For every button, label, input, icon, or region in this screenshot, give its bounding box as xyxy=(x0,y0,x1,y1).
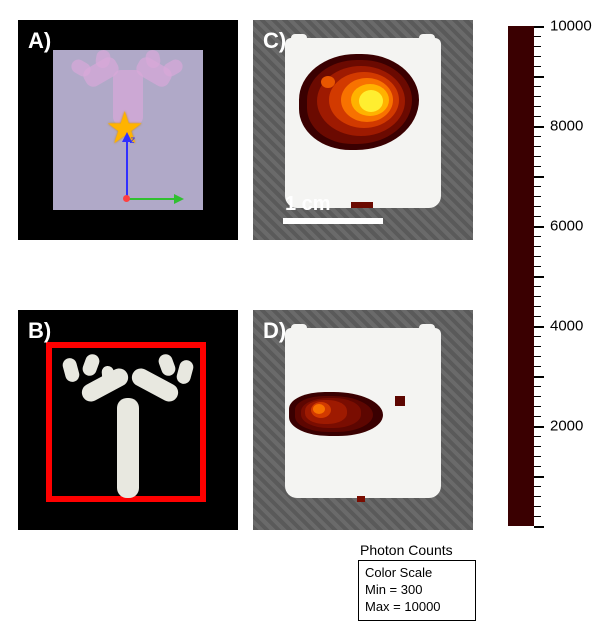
colorbar-tick xyxy=(534,86,541,87)
colorbar-tick xyxy=(534,166,541,167)
z-axis-arrow xyxy=(126,140,128,200)
colorbar-tick xyxy=(534,36,541,37)
colorbar-tick xyxy=(534,116,541,117)
colorbar-tick xyxy=(534,316,541,317)
colorbar-tick xyxy=(534,516,541,517)
panel-c-heat-7 xyxy=(359,90,383,112)
colorbar-tick xyxy=(534,416,541,417)
colorbar-tick xyxy=(534,446,541,447)
colorbar-tick xyxy=(534,66,541,67)
colorbar-tick xyxy=(534,366,541,367)
panel-d: D) xyxy=(253,310,473,530)
scalebar-label: 1 cm xyxy=(285,193,331,216)
colorbar-tick xyxy=(534,146,541,147)
legend-line1: Color Scale xyxy=(365,565,469,582)
colorbar-tick xyxy=(534,346,541,347)
legend-title: Photon Counts xyxy=(360,542,453,558)
vessel-trunk xyxy=(117,398,139,498)
colorbar-tick xyxy=(534,306,541,307)
colorbar-tick xyxy=(534,376,544,378)
colorbar-tick xyxy=(534,356,541,357)
colorbar-tick xyxy=(534,186,541,187)
colorbar-tick xyxy=(534,386,541,387)
colorbar-tick xyxy=(534,136,541,137)
colorbar-tick xyxy=(534,466,541,467)
colorbar-tick-label: 6000 xyxy=(550,218,583,235)
colorbar-tick xyxy=(534,406,541,407)
colorbar-tick xyxy=(534,436,541,437)
vessel-right-sub1 xyxy=(157,352,178,377)
z-axis-label: z xyxy=(130,135,135,146)
colorbar-tick xyxy=(534,396,541,397)
colorbar-tick xyxy=(534,456,541,457)
colorbar-tick xyxy=(534,196,541,197)
colorbar-tick-label: 8000 xyxy=(550,118,583,135)
vessel-mid-sub xyxy=(101,366,115,385)
colorbar-tick xyxy=(534,106,541,107)
panel-a-label: A) xyxy=(28,28,51,54)
colorbar-tick xyxy=(534,256,541,257)
panel-c-label: C) xyxy=(263,28,286,54)
colorbar-tick xyxy=(534,56,541,57)
scalebar xyxy=(283,218,383,224)
colorbar-tick xyxy=(534,426,544,428)
vessel-left-sub2 xyxy=(81,352,102,377)
colorbar-tick xyxy=(534,236,541,237)
panel-d-heat-bottom xyxy=(357,496,365,502)
panel-c: C) 1 cm xyxy=(253,20,473,240)
colorbar-tick xyxy=(534,126,544,128)
y-axis-arrow xyxy=(126,198,176,200)
origin-marker xyxy=(123,195,130,202)
vessel-right-sub2 xyxy=(175,359,195,386)
colorbar-tick xyxy=(534,156,541,157)
panel-b: B) xyxy=(18,310,238,530)
colorbar-tick xyxy=(534,216,541,217)
colorbar-tick-label: 10000 xyxy=(550,18,592,35)
figure-grid: A) ★ z B) C) xyxy=(18,20,578,620)
vessel-left-sub1 xyxy=(61,357,81,384)
colorbar-tick xyxy=(534,176,544,178)
colorbar-tick xyxy=(534,46,541,47)
colorbar-tick-label: 4000 xyxy=(550,318,583,335)
colorbar-tick-label: 2000 xyxy=(550,418,583,435)
colorbar-tick xyxy=(534,286,541,287)
colorbar-tick xyxy=(534,526,544,528)
colorbar-tick xyxy=(534,336,541,337)
panel-d-heat-px1 xyxy=(395,396,405,406)
colorbar-tick xyxy=(534,226,544,228)
legend-line3: Max = 10000 xyxy=(365,599,469,616)
colorbar-tick xyxy=(534,206,541,207)
panel-c-heat-spot xyxy=(321,76,335,88)
panel-d-heat-6 xyxy=(313,404,325,414)
colorbar-tick xyxy=(534,296,541,297)
colorbar-tick xyxy=(534,246,541,247)
colorbar-tick xyxy=(534,76,544,78)
source-star-icon: ★ xyxy=(105,107,144,151)
colorbar-tick xyxy=(534,476,544,478)
colorbar-tick xyxy=(534,266,541,267)
colorbar-tick xyxy=(534,486,541,487)
legend-line2: Min = 300 xyxy=(365,582,469,599)
ct-frame xyxy=(46,342,206,502)
colorbar-ticks xyxy=(534,26,546,526)
colorbar-tick xyxy=(534,96,541,97)
colorbar-tick xyxy=(534,506,541,507)
colorbar xyxy=(508,26,534,526)
colorbar-tick xyxy=(534,276,544,278)
legend-box: Color Scale Min = 300 Max = 10000 xyxy=(358,560,476,621)
colorbar-tick xyxy=(534,326,544,328)
panel-b-label: B) xyxy=(28,318,51,344)
panel-c-heat-bottom xyxy=(351,202,373,208)
colorbar-tick xyxy=(534,496,541,497)
panel-d-label: D) xyxy=(263,318,286,344)
panel-a: A) ★ z xyxy=(18,20,238,240)
colorbar-tick xyxy=(534,26,544,28)
